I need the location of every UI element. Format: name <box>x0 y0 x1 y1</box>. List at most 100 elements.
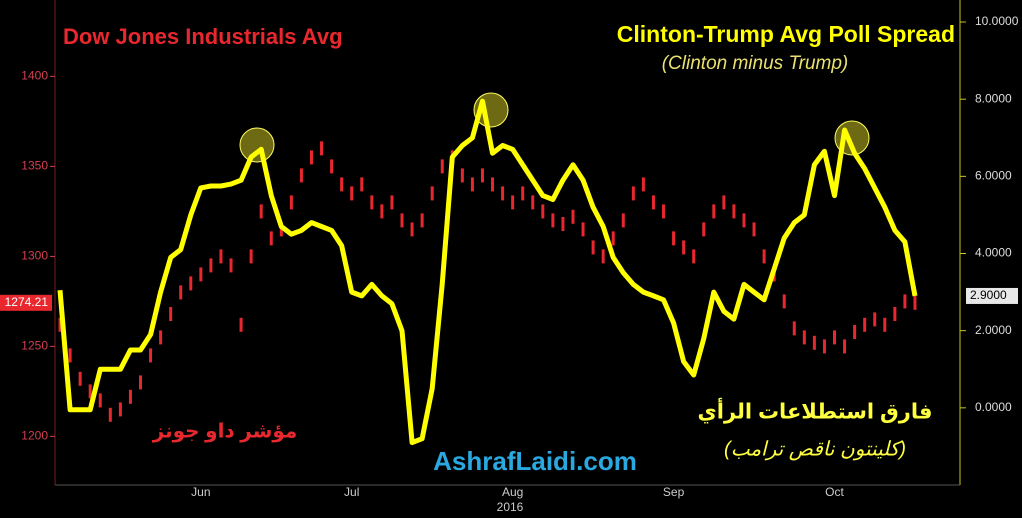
price-mark <box>511 195 515 210</box>
annotation: (كلينتون ناقص ترامب) <box>724 438 906 460</box>
price-mark <box>259 204 263 219</box>
price-mark <box>601 249 605 264</box>
price-mark <box>440 159 444 174</box>
value-label: 1274.21 <box>5 295 49 309</box>
series-line <box>57 98 918 446</box>
price-mark <box>531 195 535 210</box>
price-mark <box>752 222 756 237</box>
price-mark <box>340 177 344 192</box>
y-tick-label: 1350 <box>21 159 48 173</box>
price-mark <box>822 339 826 354</box>
price-mark <box>722 195 726 210</box>
price-mark <box>410 222 414 237</box>
price-mark <box>551 213 555 228</box>
price-mark <box>219 249 223 264</box>
price-mark <box>762 249 766 264</box>
y-tick-label: 1250 <box>21 339 48 353</box>
price-mark <box>782 294 786 309</box>
price-mark <box>169 307 173 321</box>
y2-tick-label: 6.0000 <box>975 169 1012 183</box>
price-mark <box>108 407 112 422</box>
price-mark <box>591 240 595 255</box>
price-mark <box>843 339 847 354</box>
price-mark <box>682 240 686 255</box>
price-mark <box>802 330 806 345</box>
y2-tick-label: 0.0000 <box>975 400 1012 414</box>
y-tick-label: 1200 <box>21 429 48 443</box>
x-axis-label: 2016 <box>497 500 524 514</box>
price-mark <box>873 312 877 327</box>
price-mark <box>480 168 484 183</box>
y-tick-label: 1300 <box>21 249 48 263</box>
price-mark <box>400 213 404 228</box>
price-mark <box>370 195 374 210</box>
price-mark <box>521 186 525 201</box>
price-mark <box>199 267 203 282</box>
price-mark <box>662 204 666 219</box>
price-mark <box>78 371 82 386</box>
price-mark <box>833 330 837 345</box>
price-mark <box>692 249 696 264</box>
price-mark <box>621 213 625 228</box>
price-mark <box>320 141 324 156</box>
price-mark <box>269 231 273 246</box>
price-mark <box>350 186 354 201</box>
price-mark <box>571 209 575 224</box>
price-mark <box>611 231 615 246</box>
price-mark <box>792 321 796 336</box>
peak-highlight <box>239 127 275 163</box>
price-mark <box>88 384 92 399</box>
price-mark <box>239 317 243 332</box>
price-mark <box>390 195 394 210</box>
series-title: Dow Jones Industrials Avg <box>63 24 343 49</box>
price-mark <box>430 186 434 201</box>
price-mark <box>289 195 293 210</box>
price-mark <box>561 217 565 231</box>
price-mark <box>812 335 816 350</box>
price-mark <box>460 168 464 183</box>
price-mark <box>732 204 736 219</box>
price-mark <box>903 294 907 309</box>
price-mark <box>641 177 645 192</box>
price-mark <box>541 204 545 219</box>
price-mark <box>883 317 887 332</box>
x-tick-label: Jul <box>344 485 359 499</box>
price-mark <box>853 325 857 339</box>
price-mark <box>380 204 384 219</box>
price-mark <box>501 186 505 201</box>
price-mark <box>159 330 163 345</box>
y-tick-label: 1400 <box>21 69 48 83</box>
price-mark <box>491 177 495 192</box>
price-mark <box>68 348 72 363</box>
x-tick-label: Sep <box>663 485 685 499</box>
annotation: فارق استطلاعات الرأي <box>698 397 933 425</box>
price-mark <box>360 177 364 192</box>
y2-tick-label: 8.0000 <box>975 91 1012 105</box>
price-mark <box>420 213 424 228</box>
price-mark <box>229 258 233 273</box>
annotation: مؤشر داو جونز <box>152 420 298 442</box>
price-mark <box>209 258 213 273</box>
value-label: 2.9000 <box>970 288 1007 302</box>
price-mark <box>742 213 746 228</box>
y2-tick-label: 4.0000 <box>975 246 1012 260</box>
value-label-box <box>0 294 52 311</box>
price-mark <box>118 402 122 417</box>
x-tick-label: Aug <box>502 485 523 499</box>
price-mark <box>470 177 474 192</box>
price-mark <box>299 168 303 183</box>
y2-tick-label: 10.0000 <box>975 14 1019 28</box>
price-mark <box>581 222 585 237</box>
subtitle: (Clinton minus Trump) <box>662 53 849 74</box>
price-mark <box>309 150 313 165</box>
x-tick-label: Jun <box>191 485 210 499</box>
price-mark <box>128 389 132 404</box>
price-mark <box>179 285 183 300</box>
price-mark <box>330 159 334 174</box>
watermark: AshrafLaidi.com <box>433 446 637 476</box>
price-mark <box>189 276 193 291</box>
price-mark <box>651 195 655 210</box>
price-mark <box>712 204 716 219</box>
price-mark <box>893 307 897 321</box>
